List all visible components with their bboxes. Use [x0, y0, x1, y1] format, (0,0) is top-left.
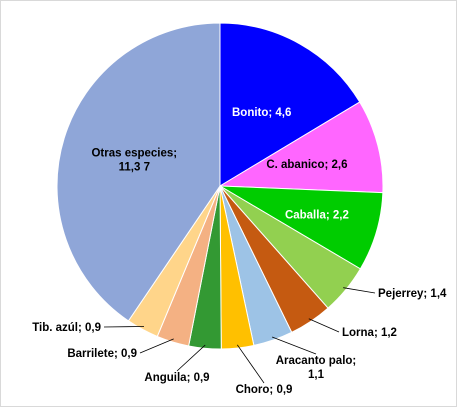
leader-line: [176, 344, 206, 372]
slice-data-label: Lorna; 1,2: [342, 327, 397, 339]
pie-slice: [219, 22, 361, 187]
slice-data-label: 11,3 7: [119, 162, 150, 174]
slice-data-label: 1,1: [308, 369, 325, 381]
leader-line: [271, 336, 317, 355]
pie-slice: [218, 101, 384, 194]
slice-data-label: Choro; 0,9: [236, 384, 293, 396]
leader-line: [103, 326, 145, 328]
slice-data-label: Otras especies;: [91, 148, 177, 160]
slice-data-label: Tib. azúl; 0,9: [32, 322, 101, 334]
pie-slice: [56, 22, 221, 322]
slice-data-label: Anguila; 0,9: [144, 372, 209, 384]
leader-line: [139, 338, 174, 354]
slice-data-label: Barrilete; 0,9: [67, 348, 137, 360]
slice-data-label: C. abanico; 2,6: [266, 159, 347, 171]
leader-line: [343, 287, 376, 294]
slice-data-label: Caballa; 2,2: [285, 210, 349, 222]
slice-data-label: Aracanto palo;: [276, 355, 357, 367]
leader-line: [308, 318, 340, 333]
slice-data-label: Pejerrey; 1,4: [378, 288, 447, 300]
leader-line: [236, 344, 265, 384]
slice-data-label: Bonito; 4,6: [232, 107, 291, 119]
